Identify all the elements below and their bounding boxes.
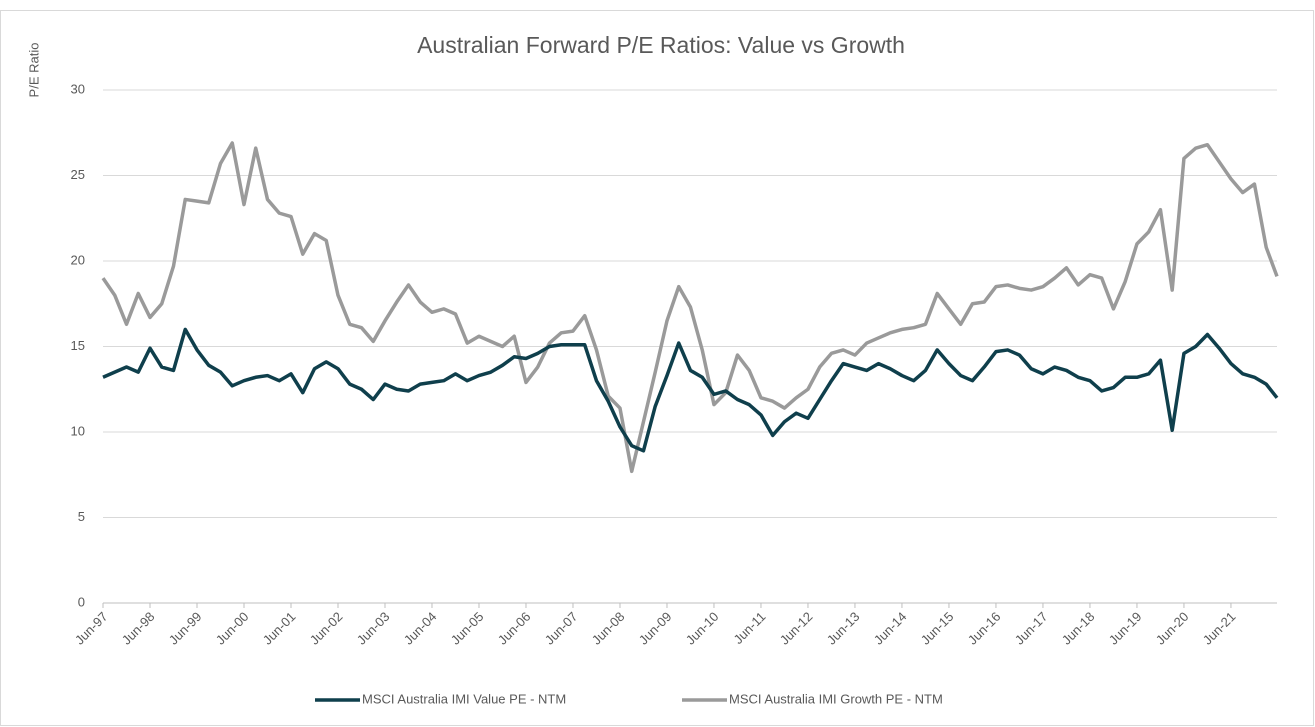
legend-label: MSCI Australia IMI Growth PE - NTM xyxy=(729,691,943,706)
legend-label: MSCI Australia IMI Value PE - NTM xyxy=(362,691,566,706)
y-tick-label: 20 xyxy=(71,252,85,267)
y-tick-label: 10 xyxy=(71,423,85,438)
chart-title: Australian Forward P/E Ratios: Value vs … xyxy=(417,32,905,58)
y-tick-label: 25 xyxy=(71,167,85,182)
series-line xyxy=(101,141,1279,474)
series-line xyxy=(102,327,1279,453)
y-tick-label: 0 xyxy=(78,594,85,609)
y-axis-label: P/E Ratio xyxy=(26,43,41,98)
y-tick-label: 15 xyxy=(71,338,85,353)
y-tick-label: 5 xyxy=(78,509,85,524)
y-tick-label: 30 xyxy=(71,81,85,96)
